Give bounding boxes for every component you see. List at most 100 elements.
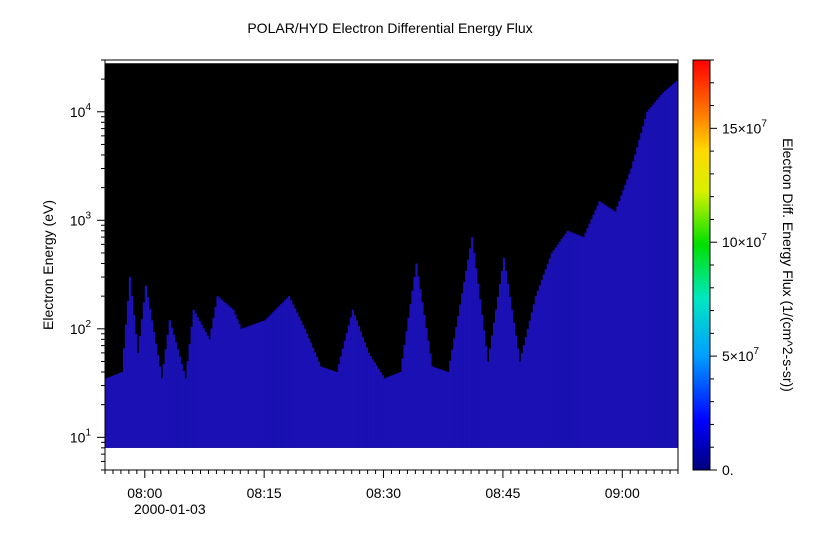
flux-column xyxy=(194,313,197,448)
flux-column xyxy=(421,302,424,448)
flux-column xyxy=(558,241,561,448)
flux-column xyxy=(196,317,199,448)
flux-column xyxy=(387,376,390,448)
flux-column xyxy=(580,236,583,448)
flux-column xyxy=(220,299,223,448)
flux-column xyxy=(477,283,480,448)
x-tick-label: 08:30 xyxy=(366,485,401,501)
colorbar-gradient xyxy=(692,59,711,471)
flux-column xyxy=(439,369,442,448)
flux-column xyxy=(216,296,219,448)
flux-column xyxy=(331,370,335,448)
flux-column xyxy=(592,214,595,448)
flux-column xyxy=(297,316,301,448)
flux-column xyxy=(377,368,380,448)
flux-column xyxy=(644,118,647,448)
flux-column xyxy=(552,250,555,448)
flux-column xyxy=(451,349,454,448)
colorbar: 0. 5×107 10×107 15×107 xyxy=(692,59,767,478)
flux-column xyxy=(431,366,434,448)
flux-column xyxy=(393,374,396,448)
flux-column xyxy=(407,317,410,448)
flux-column xyxy=(383,378,386,448)
flux-column xyxy=(425,327,428,448)
flux-column xyxy=(276,308,279,448)
flux-column xyxy=(343,340,347,448)
flux-column xyxy=(622,190,625,448)
flux-column xyxy=(506,283,510,448)
flux-column xyxy=(132,314,136,448)
flux-column xyxy=(158,366,162,448)
flux-column xyxy=(504,270,508,448)
flux-column xyxy=(512,322,516,448)
flux-column xyxy=(395,373,398,448)
y-tick-label: 103 xyxy=(70,210,92,228)
flux-column xyxy=(250,325,253,448)
flux-column xyxy=(172,334,175,448)
flux-column xyxy=(606,206,609,448)
flux-column xyxy=(610,209,613,448)
flux-column xyxy=(299,320,303,448)
flux-column xyxy=(252,324,255,448)
flux-column xyxy=(130,296,134,448)
flux-column xyxy=(180,363,183,448)
flux-column xyxy=(248,325,251,448)
flux-column xyxy=(670,85,673,448)
flux-column xyxy=(284,300,287,448)
flux-column xyxy=(190,326,193,448)
flux-column xyxy=(389,375,392,448)
flux-column xyxy=(178,356,181,448)
flux-column xyxy=(258,322,261,448)
flux-column xyxy=(313,352,317,448)
flux-column xyxy=(357,325,360,448)
flux-column xyxy=(315,357,319,448)
flux-column xyxy=(568,231,571,448)
flux-column xyxy=(656,99,659,448)
flux-column xyxy=(668,87,671,448)
flux-column xyxy=(534,296,538,448)
flux-column xyxy=(369,356,372,448)
flux-column xyxy=(262,320,265,448)
flux-column xyxy=(413,277,416,448)
flux-column xyxy=(574,233,577,448)
flux-column xyxy=(292,304,295,448)
flux-column xyxy=(461,293,464,448)
flux-column xyxy=(305,333,309,448)
flux-column xyxy=(234,314,237,448)
flux-column xyxy=(429,353,432,448)
flux-column xyxy=(114,374,118,448)
flux-column xyxy=(397,372,400,448)
flux-column xyxy=(266,318,269,448)
flux-column xyxy=(341,348,345,448)
flux-column xyxy=(116,373,120,448)
flux-column xyxy=(144,285,148,448)
flux-column xyxy=(311,347,315,448)
flux-column xyxy=(278,306,281,448)
flux-column xyxy=(122,348,126,448)
flux-column xyxy=(224,302,227,448)
flux-column xyxy=(212,317,215,448)
flux-column xyxy=(166,334,169,448)
flux-column xyxy=(674,82,677,448)
y-axis-title: Electron Energy (eV) xyxy=(40,200,56,330)
flux-column xyxy=(353,315,356,448)
y-tick-label: 101 xyxy=(70,427,92,445)
flux-column xyxy=(325,368,329,448)
flux-column xyxy=(270,314,273,448)
flux-column xyxy=(564,233,567,448)
flux-column xyxy=(672,84,675,448)
flux-column xyxy=(242,328,245,448)
flux-column xyxy=(616,206,619,448)
flux-column xyxy=(230,308,233,448)
flux-column xyxy=(222,301,225,448)
flux-column xyxy=(471,237,474,448)
flux-column xyxy=(626,179,629,448)
flux-column xyxy=(329,369,333,448)
flux-column xyxy=(576,234,579,448)
flux-column xyxy=(375,365,378,448)
flux-column xyxy=(301,324,305,448)
x-date-label: 2000-01-03 xyxy=(134,501,206,517)
flux-column xyxy=(445,371,448,448)
flux-column xyxy=(321,367,325,448)
flux-column xyxy=(652,104,655,448)
